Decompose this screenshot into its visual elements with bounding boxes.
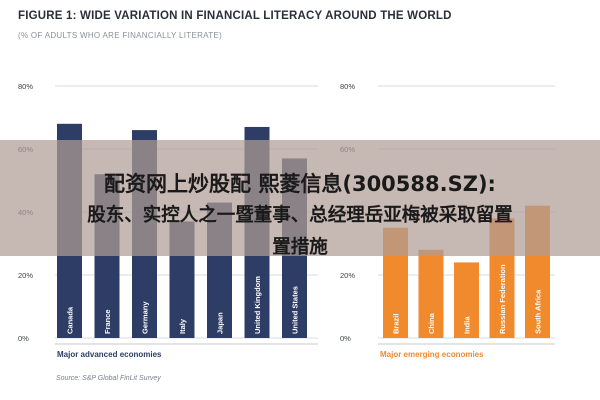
category-label: Russian Federation — [498, 264, 507, 334]
category-label: South Africa — [534, 289, 543, 334]
y-tick-label: 0% — [340, 334, 351, 343]
headline-line-1: 配资网上炒股配 熙菱信息(300588.SZ): — [104, 172, 496, 196]
headline-overlay — [0, 140, 600, 256]
category-label: India — [463, 316, 472, 334]
category-label: Germany — [141, 301, 150, 334]
category-label: Italy — [178, 318, 187, 334]
headline-line-3: 置措施 — [272, 237, 328, 258]
panel-title: Major advanced economies — [57, 350, 162, 359]
bar-china — [418, 249, 444, 338]
y-tick-label: 0% — [18, 334, 29, 343]
category-label: China — [427, 312, 436, 334]
category-label: France — [103, 309, 112, 334]
category-label: United Kingdom — [253, 276, 262, 334]
category-label: United States — [291, 286, 300, 334]
panel-title: Major emerging economies — [380, 350, 484, 359]
y-tick-label: 80% — [18, 82, 33, 91]
headline-line-2: 股东、实控人之一暨董事、总经理岳亚梅被采取留置 — [87, 205, 513, 226]
source-note: Source: S&P Global FinLit Survey — [56, 375, 161, 382]
figure-subtitle: (% OF ADULTS WHO ARE FINANCIALLY LITERAT… — [18, 31, 223, 40]
category-label: Canada — [66, 306, 75, 334]
category-label: Brazil — [392, 314, 401, 334]
y-tick-label: 20% — [340, 271, 355, 280]
figure-title: FIGURE 1: WIDE VARIATION IN FINANCIAL LI… — [18, 10, 452, 22]
y-tick-label: 80% — [340, 82, 355, 91]
bar-india — [454, 262, 479, 338]
category-label: Japan — [216, 312, 225, 334]
y-tick-label: 20% — [18, 271, 33, 280]
